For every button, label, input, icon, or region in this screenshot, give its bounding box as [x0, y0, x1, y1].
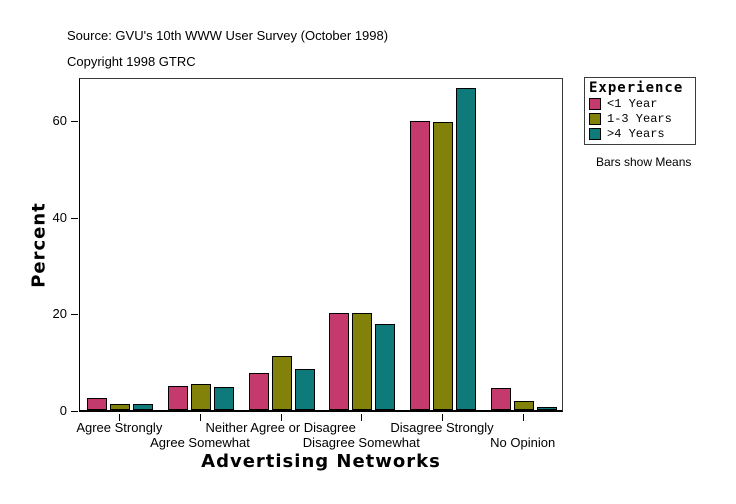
legend-item: >4 Years [589, 126, 691, 141]
x-category-label: Disagree Strongly [390, 420, 494, 435]
y-tick-label: 40 [52, 209, 67, 225]
bar-group [329, 312, 396, 410]
bar [271, 355, 292, 410]
bar [513, 400, 534, 410]
x-tick-mark [361, 414, 363, 421]
bar [191, 384, 211, 410]
bar-group [168, 384, 234, 410]
bar-group [490, 388, 557, 410]
y-tick-mark [71, 411, 78, 412]
x-tick-mark [119, 414, 121, 421]
bar [168, 386, 188, 410]
legend-item-label: <1 Year [607, 96, 658, 111]
plot-area [79, 78, 563, 412]
y-tick-mark [71, 121, 78, 123]
bar [214, 386, 234, 410]
bar [110, 403, 131, 410]
y-tick-label: 60 [52, 113, 67, 129]
bar [536, 406, 557, 410]
legend-item: 1-3 Years [589, 111, 691, 126]
bar [248, 373, 269, 410]
bar [433, 122, 453, 410]
bar [294, 368, 315, 410]
bar [490, 388, 511, 410]
legend-item: <1 Year [589, 96, 691, 111]
bar-group [248, 355, 315, 410]
legend-items: <1 Year 1-3 Years >4 Years [589, 96, 691, 141]
x-tick-mark [442, 414, 443, 421]
x-tick-mark [280, 414, 282, 421]
legend-swatch-icon [589, 127, 601, 140]
legend-note: Bars show Means [596, 155, 692, 169]
legend-swatch-icon [589, 112, 601, 125]
y-tick-mark [71, 217, 78, 219]
bar-group [87, 398, 154, 410]
legend-item-label: >4 Years [607, 126, 665, 141]
bar [87, 398, 108, 410]
y-tick-label: 0 [59, 403, 67, 418]
bar [375, 323, 396, 410]
copyright-line: Copyright 1998 GTRC [67, 54, 196, 69]
x-category-label: Neither Agree or Disagree [205, 420, 356, 435]
x-tick-mark [200, 414, 201, 421]
bar [352, 312, 373, 410]
y-tick-label: 20 [52, 306, 67, 322]
legend-item-label: 1-3 Years [607, 111, 672, 126]
x-category-label: No Opinion [490, 435, 556, 450]
source-line: Source: GVU's 10th WWW User Survey (Octo… [67, 28, 389, 43]
x-category-label: Agree Strongly [76, 420, 163, 435]
legend-box: Experience <1 Year 1-3 Years >4 Years [584, 77, 696, 145]
legend-swatch-icon [589, 97, 601, 110]
x-category-label: Disagree Somewhat [302, 435, 420, 450]
legend-title: Experience [589, 80, 684, 96]
bar-group [410, 88, 476, 410]
x-category-label: Agree Somewhat [150, 435, 250, 450]
bar [456, 88, 476, 410]
bar [329, 313, 350, 410]
bar [133, 404, 154, 410]
x-tick-mark [522, 414, 524, 421]
y-tick-mark [71, 314, 78, 316]
bar [410, 120, 430, 410]
x-axis-title: Advertising Networks [201, 451, 441, 472]
